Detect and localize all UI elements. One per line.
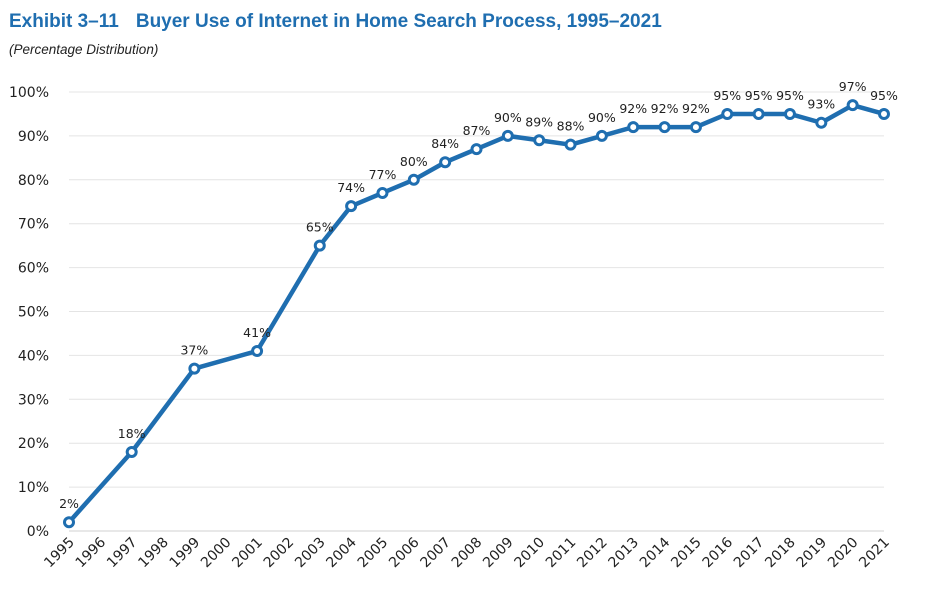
y-tick-label: 60% <box>18 261 49 277</box>
data-label: 74% <box>337 180 365 195</box>
series-line <box>66 102 887 525</box>
x-tick-label: 2000 <box>198 535 235 572</box>
data-point <box>595 129 608 142</box>
x-tick-label: 2012 <box>574 535 611 572</box>
gridlines <box>69 91 884 532</box>
data-label: 95% <box>776 88 804 103</box>
data-label: 95% <box>745 88 773 103</box>
data-label: 95% <box>870 88 898 103</box>
data-point <box>125 445 138 458</box>
y-tick-label: 30% <box>18 392 49 408</box>
data-label: 84% <box>431 136 459 151</box>
x-tick-label: 2008 <box>449 535 486 572</box>
data-label: 95% <box>713 88 741 103</box>
x-tick-label: 2021 <box>856 535 893 572</box>
data-point <box>470 143 483 156</box>
x-tick-label: 2007 <box>417 535 454 572</box>
data-label: 80% <box>400 154 428 169</box>
data-labels: 2%18%37%41%65%74%77%80%84%87%90% 89% 88%90… <box>59 79 898 511</box>
x-tick-label: 1997 <box>104 535 141 572</box>
data-label: 92% <box>619 101 647 116</box>
x-tick-label: 2010 <box>512 535 549 572</box>
y-tick-label: 70% <box>18 217 49 233</box>
chart-title-text: Buyer Use of Internet in Home Search Pro… <box>135 11 662 32</box>
data-point <box>689 121 702 134</box>
x-tick-label: 1999 <box>167 535 204 572</box>
x-tick-label: 2015 <box>668 535 705 572</box>
y-tick-label: 80% <box>18 173 49 189</box>
data-point <box>783 107 796 120</box>
data-label: 65% <box>306 220 334 235</box>
y-tick-label: 100% <box>9 85 49 101</box>
data-point <box>439 156 452 169</box>
x-tick-label: 2017 <box>731 535 768 572</box>
data-point <box>501 129 514 142</box>
data-point <box>63 516 75 529</box>
data-point <box>878 107 890 120</box>
data-label: 92% <box>651 101 679 116</box>
x-tick-label: 1998 <box>135 535 172 572</box>
x-tick-label: 2013 <box>606 535 643 572</box>
data-point <box>533 134 546 147</box>
data-label: 90% <box>588 110 616 125</box>
y-tick-label: 10% <box>18 480 49 496</box>
data-series <box>63 99 890 529</box>
data-point <box>407 173 420 186</box>
data-label: 77% <box>369 167 397 182</box>
data-label: 2% <box>59 496 79 511</box>
data-label: 37% <box>180 343 208 358</box>
data-point <box>188 362 201 375</box>
data-point <box>752 107 765 120</box>
data-label: 92% <box>682 101 710 116</box>
exhibit-number: Exhibit 3–11 <box>9 11 119 32</box>
x-tick-label: 2009 <box>480 535 517 572</box>
x-tick-label: 2006 <box>386 534 423 571</box>
x-tick-label: 2019 <box>794 535 831 572</box>
x-tick-label: 2001 <box>229 535 266 572</box>
y-tick-label: 20% <box>18 436 49 452</box>
y-tick-label: 0% <box>27 524 49 540</box>
data-label: 41% <box>243 325 271 340</box>
data-point <box>376 186 389 199</box>
data-point <box>721 107 734 120</box>
data-label: 18% <box>118 426 146 441</box>
chart-subtitle: (Percentage Distribution) <box>9 42 159 57</box>
data-label: 90% <box>494 110 522 125</box>
x-tick-label: 2016 <box>700 534 737 571</box>
data-label: 93% <box>807 97 835 112</box>
x-axis: 1995199619971998199920002001200220032004… <box>41 534 893 571</box>
data-point <box>627 121 640 134</box>
data-point <box>313 239 326 252</box>
x-tick-label: 2003 <box>292 535 329 572</box>
x-tick-label: 2014 <box>637 534 674 571</box>
data-point <box>846 99 859 112</box>
data-point <box>658 121 671 134</box>
y-tick-label: 40% <box>18 348 49 364</box>
data-point <box>564 138 577 151</box>
chart-title: Exhibit 3–11 Buyer Use of Internet in Hom… <box>9 11 662 33</box>
x-tick-label: 2005 <box>355 535 392 572</box>
y-tick-label: 50% <box>18 305 49 321</box>
x-tick-label: 2004 <box>323 534 360 571</box>
data-label: 87% <box>463 123 491 138</box>
y-tick-label: 90% <box>18 129 49 145</box>
data-label: 88% <box>557 119 585 134</box>
data-point <box>345 200 358 213</box>
x-tick-label: 2002 <box>261 535 298 572</box>
x-tick-label: 1996 <box>73 534 110 571</box>
data-point <box>251 345 264 358</box>
x-tick-label: 2011 <box>543 535 580 572</box>
x-tick-label: 2018 <box>762 535 799 572</box>
data-point <box>815 116 828 129</box>
y-axis: 0% 10% 20% 30% 40% 50% 60% 70% 80% 90% 100% <box>9 85 49 540</box>
data-label: 89% <box>525 114 553 129</box>
x-tick-label: 2020 <box>825 535 862 572</box>
data-label: 97% <box>839 79 867 94</box>
